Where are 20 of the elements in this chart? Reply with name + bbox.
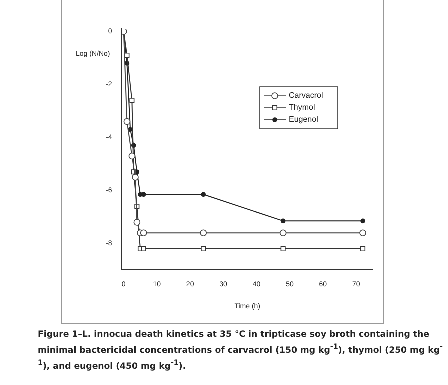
point bbox=[140, 230, 148, 236]
point bbox=[130, 98, 135, 104]
text: Figure 1–L. innocua death kinetics at 35 °C in tripticase soy broth containing the minimal bactericidal concentrations of carvacrol (150 mg kg$^{-1}$), thymol (250 mg kg$^{-}$$^{1}$), and eugenol (450 mg kg$^{-1}$). bbox=[38, 330, 443, 372]
point bbox=[280, 230, 287, 236]
point bbox=[201, 192, 206, 198]
point bbox=[134, 219, 141, 226]
point bbox=[360, 218, 366, 224]
legend-label: Thymol bbox=[289, 103, 316, 112]
point bbox=[141, 246, 146, 252]
point bbox=[124, 118, 131, 126]
point bbox=[200, 230, 207, 236]
point bbox=[360, 230, 366, 236]
point bbox=[280, 246, 286, 252]
point bbox=[128, 152, 136, 160]
legend-label: Carvacrol bbox=[289, 91, 324, 100]
point bbox=[132, 174, 139, 181]
point bbox=[201, 246, 206, 252]
point bbox=[280, 218, 286, 224]
legend-label: Eugenol bbox=[289, 115, 319, 124]
point bbox=[360, 246, 366, 252]
